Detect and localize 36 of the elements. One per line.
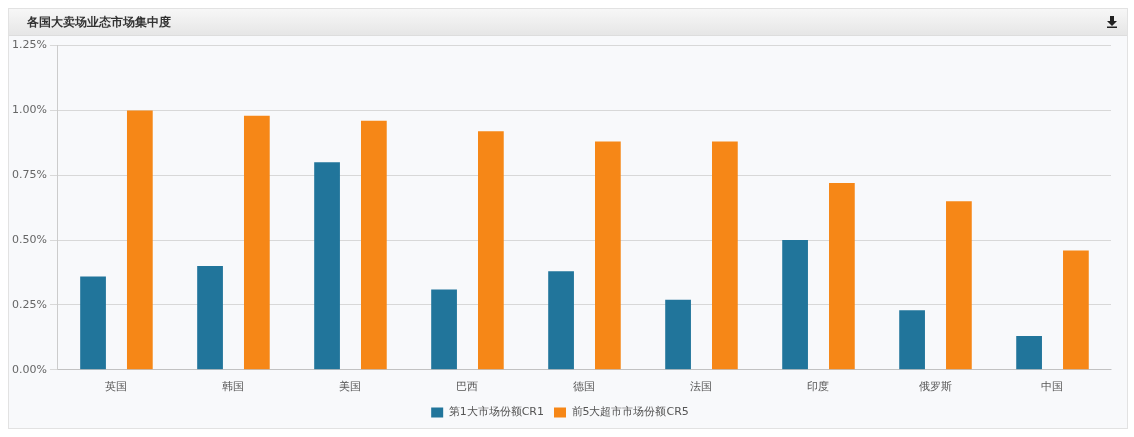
bar: [360, 120, 387, 370]
legend-label: 第1大市场份额CR1: [448, 405, 545, 419]
bar: [314, 162, 340, 370]
bar: [1063, 250, 1089, 370]
x-tick-label: 德国: [573, 380, 596, 394]
bar: [665, 299, 691, 370]
bar: [197, 266, 223, 370]
bar: [431, 289, 457, 370]
x-tick-label: 巴西: [456, 380, 479, 394]
bar: [548, 271, 574, 370]
chart-title: 各国大卖场业态市场集中度: [27, 13, 171, 31]
legend-label: 前5大超市市场份额CR5: [571, 405, 689, 419]
x-tick-label: 美国: [339, 380, 362, 394]
bar: [782, 240, 808, 370]
bar: [80, 276, 106, 370]
x-tick-label: 法国: [690, 380, 713, 394]
bar: [243, 115, 270, 370]
bar: [126, 110, 153, 370]
bar: [478, 131, 504, 370]
bar: [946, 201, 972, 370]
x-tick-label: 印度: [807, 380, 830, 394]
bar: [595, 141, 621, 370]
x-tick-label: 韩国: [222, 380, 245, 394]
y-tick-label: 0.00%: [11, 362, 47, 376]
y-tick-label: 0.25%: [11, 297, 47, 311]
bar: [899, 310, 925, 370]
y-tick-label: 1.00%: [11, 103, 47, 117]
y-tick-label: 1.25%: [11, 38, 47, 52]
y-tick-label: 0.75%: [11, 168, 47, 182]
x-tick-label: 中国: [1041, 380, 1064, 394]
bar: [1016, 336, 1042, 370]
x-tick-label: 俄罗斯: [918, 380, 952, 394]
bar: [829, 183, 855, 370]
y-tick-label: 0.50%: [11, 232, 47, 246]
bar: [712, 141, 738, 370]
x-tick-label: 英国: [105, 380, 128, 394]
